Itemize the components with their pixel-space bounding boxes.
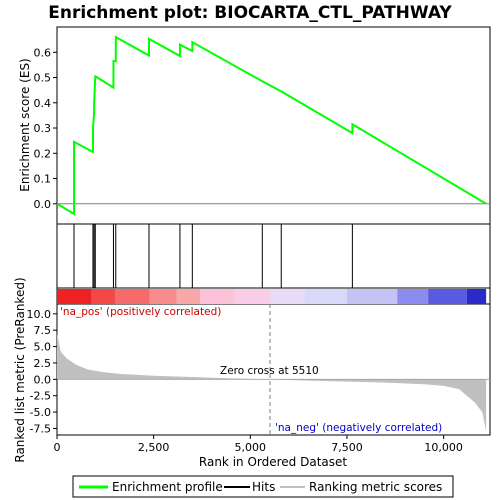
metric-y-tick-label-0: 10.0 (27, 308, 52, 321)
metric-y-tick-label-2: 5.0 (34, 341, 52, 354)
heatmap-segment-0 (57, 289, 92, 304)
heatmap-segment-10 (397, 289, 429, 304)
zero-cross-label: Zero cross at 5510 (220, 365, 319, 377)
heatmap-segment-9 (346, 289, 398, 304)
metric-y-tick-label-1: 7.5 (34, 324, 52, 337)
es-y-tick-label-5: 0.5 (34, 72, 52, 85)
heatmap-segment-2 (114, 289, 150, 304)
es-y-tick-label-4: 0.4 (34, 97, 52, 110)
legend-box (72, 475, 454, 498)
heatmap-segment-1 (91, 289, 115, 304)
es-layer (56, 35, 490, 216)
heatmap-segment-11 (428, 289, 467, 304)
heatmap-segment-6 (234, 289, 271, 304)
x-tick-label-4: 10,000 (424, 441, 463, 454)
heatmap-segment-5 (200, 289, 235, 304)
es-panel (56, 26, 491, 225)
es-y-tick-label-3: 0.3 (34, 122, 52, 135)
heatmap-segment-12 (466, 289, 487, 304)
chart-title: Enrichment plot: BIOCARTA_CTL_PATHWAY (48, 3, 452, 23)
heatmap-segment-8 (304, 289, 347, 304)
pos-label: 'na_pos' (positively correlated) (60, 306, 221, 318)
heatmap-segment-3 (149, 289, 177, 304)
legend-metric-label: Ranking metric scores (309, 480, 442, 494)
enrichment-profile-line (56, 35, 487, 216)
metric-panel (56, 303, 491, 436)
metric-y-axis-label: Ranked list metric (PreRanked) (13, 277, 27, 462)
es-y-axis-label: Enrichment score (ES) (18, 58, 32, 191)
legend-hits-label: Hits (252, 480, 275, 494)
heatmap-segment-7 (270, 289, 305, 304)
x-tick-label-3: 7,500 (331, 441, 363, 454)
metric-y-tick-label-3: 2.5 (34, 357, 52, 370)
metric-y-tick-label-4: 0.0 (34, 373, 52, 386)
neg-label: 'na_neg' (negatively correlated) (275, 422, 442, 434)
x-tick-label-0: 0 (54, 441, 61, 454)
heatmap-segment-4 (176, 289, 201, 304)
metric-area (57, 304, 490, 435)
hit-markers (73, 224, 353, 288)
hits-panel (56, 223, 491, 289)
metric-y-tick-label-7: -7.5 (30, 422, 51, 435)
es-y-tick-label-6: 0.6 (34, 46, 52, 59)
legend-enrichment-label: Enrichment profile (112, 480, 223, 494)
es-y-tick-label-1: 0.1 (34, 173, 52, 186)
es-y-tick-label-0: 0.0 (34, 198, 52, 211)
metric-y-tick-label-6: -5.0 (30, 406, 51, 419)
axes: 0.0 0.1 0.2 0.3 0.4 0.5 0.6 10.0 7.5 5.0 2.5 0.0 -2.… (27, 46, 463, 454)
legend: Enrichment profile Hits Ranking metric s… (72, 475, 454, 498)
ranking-heatmap (57, 289, 487, 304)
es-y-tick-label-2: 0.2 (34, 147, 52, 160)
x-tick-label-1: 2,500 (138, 441, 170, 454)
ranking-metric-area (57, 333, 487, 432)
x-axis-label: Rank in Ordered Dataset (199, 455, 347, 469)
metric-y-tick-label-5: -2.5 (30, 390, 51, 403)
x-tick-label-2: 5,000 (235, 441, 267, 454)
